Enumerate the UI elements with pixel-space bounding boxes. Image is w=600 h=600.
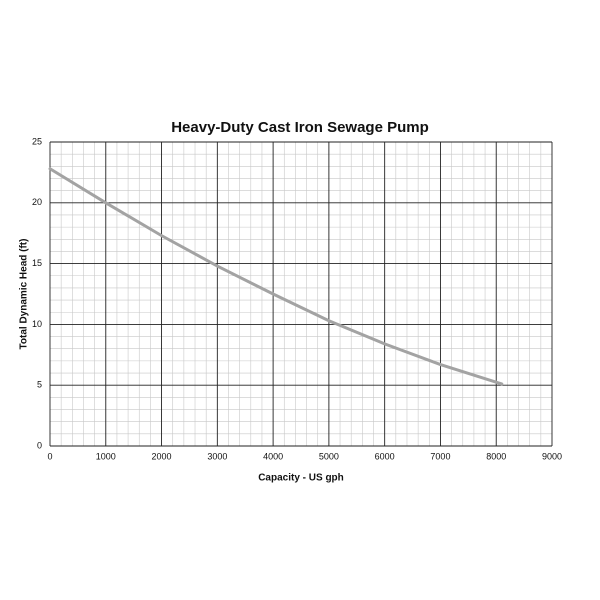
x-tick-label: 0 — [47, 451, 52, 461]
y-tick-label: 20 — [32, 197, 42, 207]
y-tick-label: 10 — [32, 319, 42, 329]
x-tick-label: 5000 — [319, 451, 339, 461]
y-tick-label: 15 — [32, 258, 42, 268]
line-series — [48, 167, 504, 386]
x-tick-label: 7000 — [430, 451, 450, 461]
x-tick-label: 8000 — [486, 451, 506, 461]
chart-title: Heavy-Duty Cast Iron Sewage Pump — [171, 119, 429, 136]
x-tick-label: 1000 — [96, 451, 116, 461]
y-tick-label: 5 — [37, 380, 42, 390]
x-tick-label: 2000 — [152, 451, 172, 461]
x-tick-label: 4000 — [263, 451, 283, 461]
y-tick-label: 25 — [32, 136, 42, 146]
x-tick-label: 9000 — [542, 451, 562, 461]
y-axis-label: Total Dynamic Head (ft) — [19, 239, 30, 350]
x-tick-label: 3000 — [207, 451, 227, 461]
x-tick-label: 6000 — [375, 451, 395, 461]
y-tick-label: 0 — [37, 440, 42, 450]
x-axis-label: Capacity - US gph — [258, 473, 344, 484]
